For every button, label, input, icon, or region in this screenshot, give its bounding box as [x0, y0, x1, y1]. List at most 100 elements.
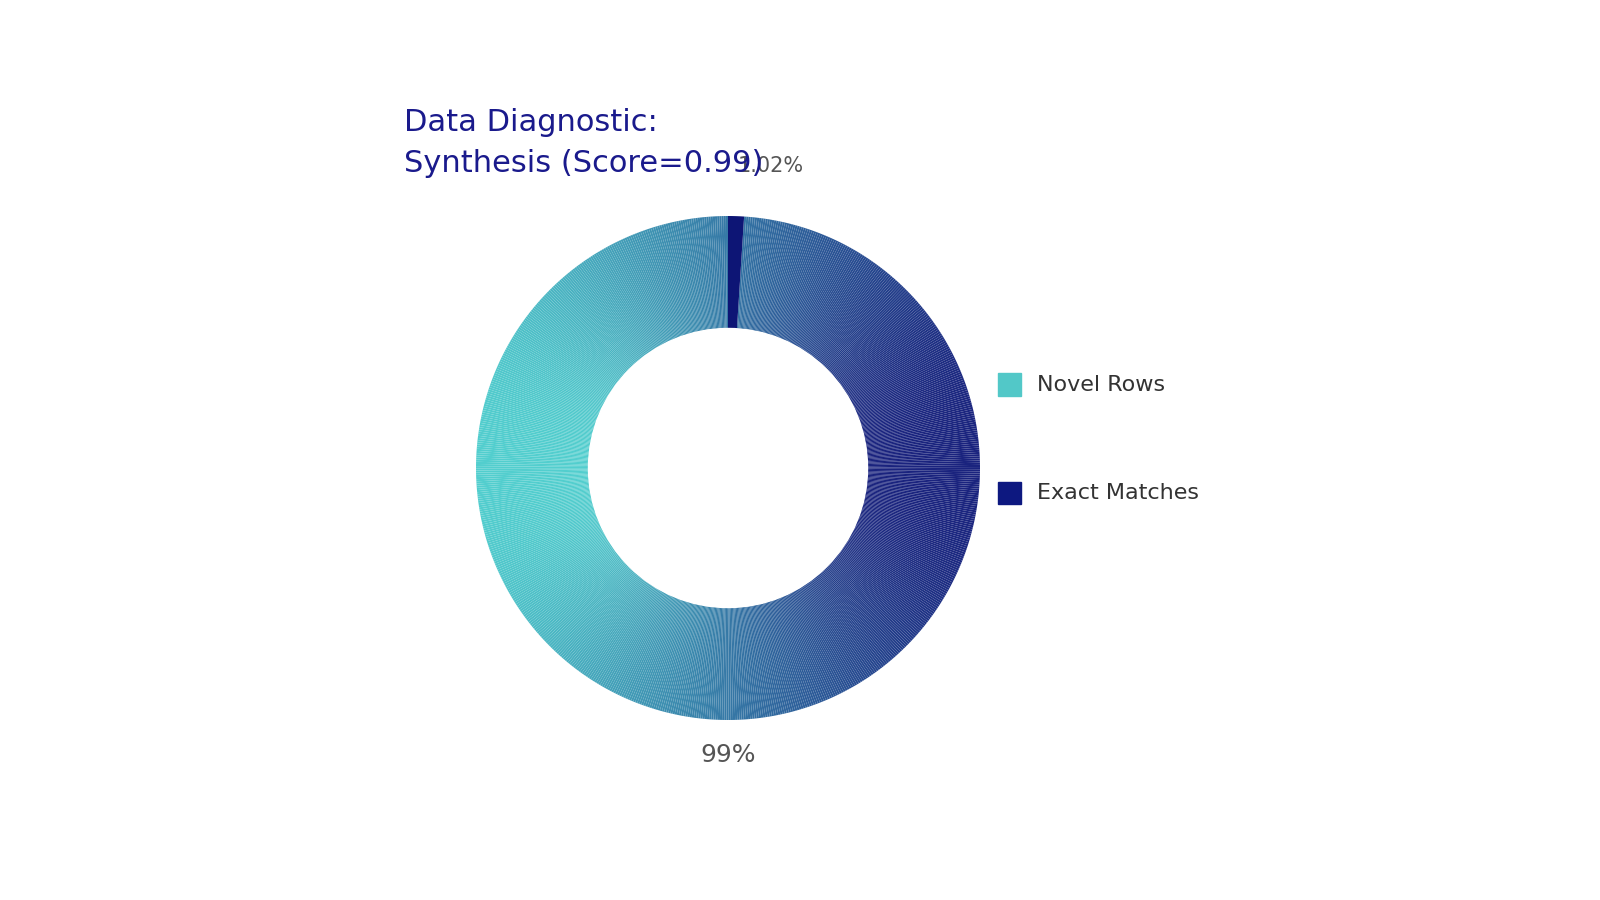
Wedge shape	[722, 608, 726, 720]
Wedge shape	[622, 238, 670, 341]
Wedge shape	[670, 222, 698, 332]
Wedge shape	[861, 394, 970, 428]
Wedge shape	[477, 482, 589, 494]
Wedge shape	[709, 217, 718, 328]
Wedge shape	[557, 281, 635, 365]
Wedge shape	[779, 233, 822, 338]
Wedge shape	[613, 243, 666, 344]
Wedge shape	[832, 560, 917, 636]
Wedge shape	[518, 545, 613, 609]
Wedge shape	[848, 338, 946, 398]
Wedge shape	[528, 554, 618, 624]
Wedge shape	[693, 218, 710, 329]
Wedge shape	[485, 505, 594, 537]
Wedge shape	[846, 337, 944, 396]
Wedge shape	[603, 590, 661, 688]
Wedge shape	[862, 399, 971, 430]
Wedge shape	[699, 218, 714, 329]
Wedge shape	[867, 478, 979, 489]
Wedge shape	[504, 349, 605, 403]
Wedge shape	[477, 481, 589, 492]
Wedge shape	[797, 248, 854, 347]
Wedge shape	[811, 266, 880, 357]
Wedge shape	[846, 335, 942, 395]
Wedge shape	[534, 306, 621, 379]
Wedge shape	[731, 608, 738, 720]
Wedge shape	[843, 546, 938, 610]
Wedge shape	[795, 248, 851, 346]
Wedge shape	[542, 296, 626, 374]
Wedge shape	[750, 606, 770, 717]
Wedge shape	[563, 276, 637, 363]
Wedge shape	[853, 356, 955, 407]
Wedge shape	[784, 596, 830, 699]
Wedge shape	[715, 608, 722, 720]
Wedge shape	[520, 325, 613, 390]
Wedge shape	[589, 584, 651, 680]
Wedge shape	[630, 597, 675, 701]
Wedge shape	[792, 591, 846, 692]
Wedge shape	[781, 597, 826, 701]
Wedge shape	[840, 319, 933, 386]
Wedge shape	[533, 308, 621, 380]
Wedge shape	[786, 238, 834, 341]
Wedge shape	[582, 581, 648, 674]
Wedge shape	[750, 220, 770, 330]
Wedge shape	[664, 603, 694, 712]
Wedge shape	[477, 471, 589, 475]
Wedge shape	[746, 218, 762, 329]
Wedge shape	[862, 507, 970, 540]
Wedge shape	[669, 604, 696, 714]
Wedge shape	[770, 228, 806, 336]
Wedge shape	[678, 605, 702, 716]
Wedge shape	[670, 604, 698, 714]
Wedge shape	[861, 508, 970, 542]
Wedge shape	[648, 600, 685, 707]
Wedge shape	[789, 241, 840, 343]
Wedge shape	[477, 442, 589, 454]
Wedge shape	[696, 607, 712, 718]
Wedge shape	[835, 556, 923, 629]
Wedge shape	[757, 221, 781, 331]
Wedge shape	[850, 344, 949, 400]
Wedge shape	[592, 586, 654, 681]
Wedge shape	[766, 602, 800, 710]
Wedge shape	[486, 506, 594, 539]
Wedge shape	[573, 578, 643, 668]
Wedge shape	[509, 537, 608, 595]
Wedge shape	[616, 593, 667, 694]
Wedge shape	[701, 607, 714, 719]
Wedge shape	[538, 301, 624, 376]
Wedge shape	[523, 549, 616, 616]
Wedge shape	[518, 327, 613, 391]
Wedge shape	[867, 454, 979, 462]
Wedge shape	[771, 600, 808, 707]
Wedge shape	[752, 220, 773, 330]
Wedge shape	[867, 439, 979, 453]
Wedge shape	[530, 554, 619, 626]
Wedge shape	[637, 598, 678, 704]
Wedge shape	[856, 367, 960, 413]
Wedge shape	[830, 562, 914, 639]
Wedge shape	[834, 557, 922, 631]
Wedge shape	[488, 389, 595, 426]
Wedge shape	[734, 608, 742, 720]
Wedge shape	[578, 265, 646, 356]
Wedge shape	[866, 485, 978, 502]
Wedge shape	[698, 218, 712, 329]
Wedge shape	[738, 608, 749, 719]
Wedge shape	[493, 374, 598, 418]
Wedge shape	[797, 589, 856, 687]
Wedge shape	[506, 534, 606, 590]
Wedge shape	[824, 286, 904, 368]
Wedge shape	[504, 532, 605, 586]
Wedge shape	[480, 420, 590, 443]
Wedge shape	[856, 524, 958, 571]
Wedge shape	[829, 562, 912, 641]
Wedge shape	[509, 536, 606, 593]
Wedge shape	[483, 408, 592, 436]
Wedge shape	[480, 494, 592, 518]
Wedge shape	[838, 313, 928, 383]
Wedge shape	[861, 390, 968, 426]
Wedge shape	[682, 605, 702, 716]
